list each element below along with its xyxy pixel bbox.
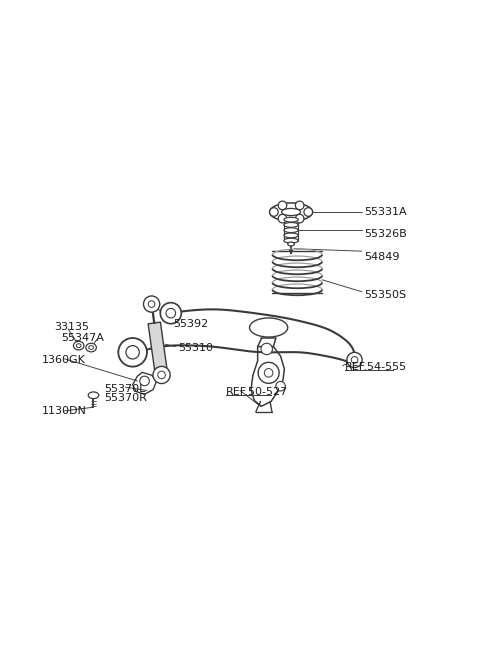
Ellipse shape	[270, 203, 312, 221]
Circle shape	[278, 214, 287, 223]
Circle shape	[295, 214, 304, 223]
Ellipse shape	[73, 341, 84, 350]
Circle shape	[276, 381, 285, 391]
Circle shape	[153, 366, 170, 384]
Ellipse shape	[284, 233, 298, 238]
Circle shape	[304, 208, 312, 216]
Ellipse shape	[284, 228, 298, 233]
Text: 1360GK: 1360GK	[42, 355, 86, 365]
Circle shape	[158, 371, 166, 379]
Text: 55392: 55392	[173, 319, 208, 329]
Circle shape	[148, 301, 155, 307]
Text: 55331A: 55331A	[364, 207, 407, 217]
Circle shape	[160, 303, 181, 324]
Circle shape	[295, 201, 304, 210]
Ellipse shape	[76, 344, 81, 348]
Ellipse shape	[88, 392, 99, 399]
Polygon shape	[148, 322, 168, 376]
Text: 55326B: 55326B	[364, 229, 407, 240]
Ellipse shape	[89, 346, 94, 350]
Circle shape	[261, 343, 273, 355]
Text: 33135: 33135	[54, 322, 89, 333]
Text: 55370R: 55370R	[104, 393, 147, 403]
Ellipse shape	[281, 208, 300, 215]
Circle shape	[278, 201, 287, 210]
Ellipse shape	[86, 343, 96, 352]
Circle shape	[270, 208, 278, 216]
Circle shape	[144, 296, 160, 312]
Text: 55370L: 55370L	[104, 384, 145, 394]
Ellipse shape	[284, 238, 298, 243]
Text: 55350S: 55350S	[364, 290, 406, 300]
Ellipse shape	[288, 242, 294, 246]
Text: 54849: 54849	[364, 252, 399, 262]
Circle shape	[118, 338, 147, 367]
Circle shape	[347, 352, 362, 367]
Text: REF.50-527: REF.50-527	[226, 387, 288, 397]
Text: REF.54-555: REF.54-555	[345, 362, 407, 371]
Circle shape	[126, 346, 139, 359]
Text: 55310: 55310	[178, 343, 213, 353]
Text: 1130DN: 1130DN	[42, 406, 87, 416]
Ellipse shape	[284, 223, 298, 227]
Circle shape	[140, 376, 149, 386]
Text: 55347A: 55347A	[61, 333, 104, 343]
Circle shape	[166, 309, 176, 318]
Ellipse shape	[250, 318, 288, 337]
Ellipse shape	[284, 217, 298, 222]
Circle shape	[351, 356, 358, 364]
